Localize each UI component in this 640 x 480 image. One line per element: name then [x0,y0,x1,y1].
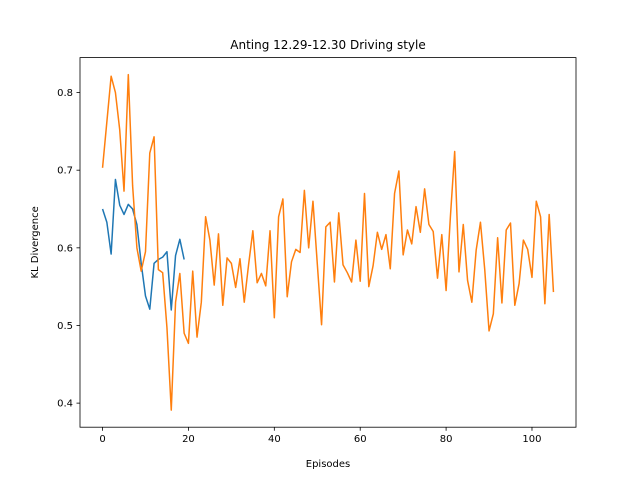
x-tick-label: 60 [354,434,367,445]
ticks-layer: 0 20 40 60 80 100 0.4 0.5 0.6 0.7 0.8 [57,88,541,445]
x-axis-label: Episodes [306,459,350,470]
x-tick-label: 100 [522,434,541,445]
series-layer [101,73,555,411]
y-tick-label: 0.4 [57,399,73,410]
y-tick-label: 0.6 [57,243,73,254]
y-tick-label: 0.5 [57,321,73,332]
chart-title: Anting 12.29-12.30 Driving style [230,38,426,52]
x-tick-label: 0 [99,434,105,445]
y-tick-label: 0.7 [57,166,73,177]
series-line-1 [101,178,185,311]
x-tick-label: 80 [440,434,453,445]
x-tick-label: 20 [182,434,195,445]
series-line-2 [101,73,555,411]
x-tick-label: 40 [268,434,281,445]
y-axis-label: KL Divergence [30,206,41,278]
y-tick-label: 0.8 [57,88,73,99]
plot-frame [79,57,577,428]
